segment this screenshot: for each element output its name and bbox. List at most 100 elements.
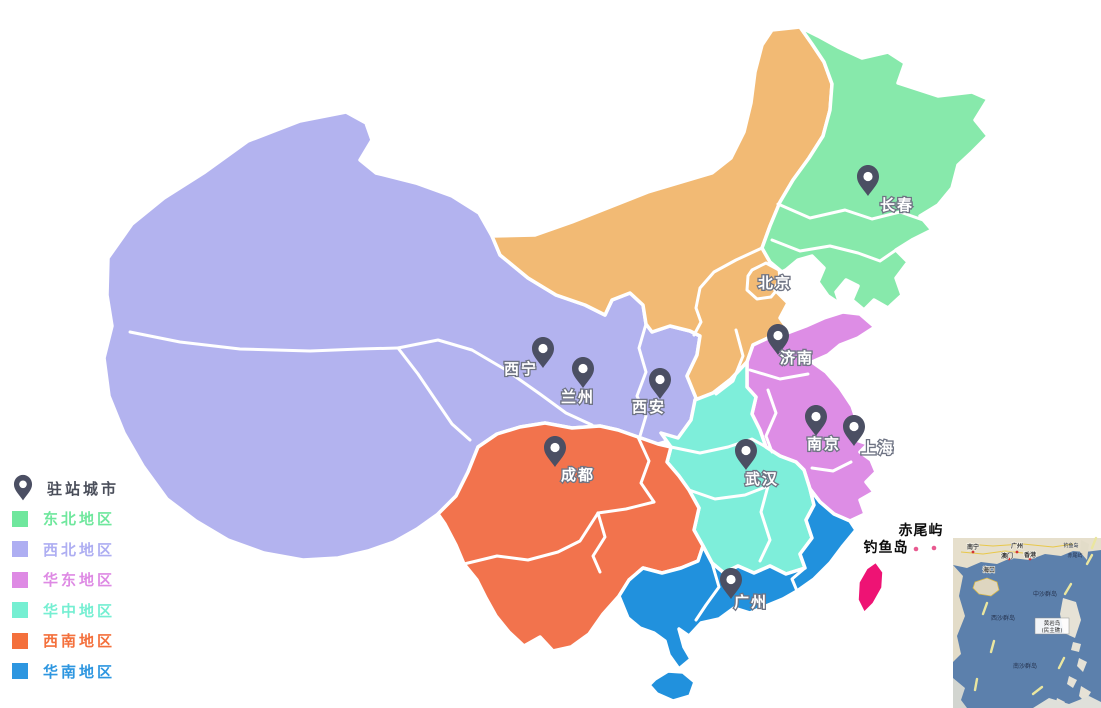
region-hainan-island-shape	[647, 669, 697, 703]
legend-swatch	[12, 510, 28, 527]
legend: 驻站城市 东北地区西北地区华东地区华中地区西南地区华南地区	[12, 474, 202, 693]
legend-item-东北地区: 东北地区	[12, 510, 202, 528]
legend-item-西北地区: 西北地区	[12, 540, 202, 559]
border-line	[596, 500, 656, 515]
island-dots-layer	[913, 545, 937, 552]
city-pins-layer	[532, 165, 879, 599]
border-line	[748, 368, 810, 381]
border-line-beijing	[745, 261, 783, 301]
inset-west-coastline	[953, 565, 965, 662]
city-pin-兰州	[572, 357, 594, 388]
inset-taiwan-island	[1080, 540, 1089, 560]
border-line	[790, 566, 807, 593]
island-label-钓鱼岛: 钓鱼岛	[864, 539, 909, 556]
city-pin-武汉	[735, 439, 757, 470]
inset-label-赤尾屿: 赤尾屿	[1067, 552, 1082, 559]
legend-label: 华南地区	[43, 662, 116, 681]
inset-label-(民主礁): (民主礁)	[1042, 626, 1063, 634]
region-taiwan-island-shape	[855, 559, 886, 616]
legend-label: 华中地区	[43, 601, 116, 620]
city-label-成都: 成都	[561, 466, 595, 484]
inset-label-钓鱼岛: 钓鱼岛	[1063, 542, 1078, 549]
island-dot	[931, 545, 937, 551]
inset-huangyan-label-box	[1034, 617, 1070, 635]
legend-swatch	[12, 663, 28, 679]
border-line	[687, 484, 770, 501]
city-pin-南京	[805, 405, 827, 436]
city-label-长春: 长春	[880, 196, 914, 214]
city-label-武汉: 武汉	[745, 470, 779, 488]
border-line	[636, 435, 656, 504]
legend-swatch	[12, 602, 28, 618]
border-line	[810, 460, 853, 473]
city-pin-成都	[544, 436, 566, 467]
inset-label-南宁: 南宁	[967, 543, 979, 551]
border-line	[396, 346, 472, 442]
border-line	[770, 238, 898, 263]
inset-label-澳门: 澳门	[1001, 552, 1013, 560]
city-label-西宁: 西宁	[504, 360, 538, 378]
legend-label: 西南地区	[43, 632, 116, 650]
border-line	[764, 388, 778, 454]
city-label-南京: 南京	[807, 435, 841, 453]
legend-item-华中地区: 华中地区	[12, 601, 202, 620]
legend-label: 东北地区	[43, 510, 116, 528]
inset-label-香港: 香港	[1023, 551, 1037, 559]
city-label-北京: 北京	[758, 274, 792, 292]
border-line	[669, 437, 768, 455]
island-label-赤尾屿: 赤尾屿	[899, 522, 944, 539]
legend-swatch	[12, 632, 28, 649]
border-line	[635, 322, 648, 438]
inset-roads	[960, 543, 1074, 555]
city-pin-西宁	[532, 337, 554, 368]
border-line	[776, 202, 940, 223]
border-line	[714, 328, 745, 396]
city-pin-西安	[649, 368, 671, 399]
inset-hainan-island	[972, 577, 1000, 597]
legend-label: 华东地区	[43, 571, 116, 589]
city-label-上海: 上海	[861, 439, 895, 457]
border-line	[591, 511, 607, 574]
island-dot	[913, 546, 919, 552]
inset-nine-dash-line	[973, 536, 1098, 696]
inset-south-land	[1033, 696, 1101, 708]
city-label-西安: 西安	[632, 398, 666, 416]
city-label-济南: 济南	[780, 349, 814, 367]
legend-items: 东北地区西北地区华东地区华中地区西南地区华南地区	[12, 510, 202, 681]
region-southwest-shape	[436, 421, 705, 653]
inset-label-中沙群岛: 中沙群岛	[1033, 590, 1057, 598]
city-pin-济南	[767, 324, 789, 355]
legend-label: 西北地区	[43, 540, 116, 559]
border-line	[692, 246, 764, 337]
city-label-广州: 广州	[734, 593, 768, 611]
regions-layer	[102, 25, 990, 703]
border-line	[462, 511, 600, 566]
inset-label-黄岩岛: 黄岩岛	[1044, 619, 1061, 627]
inset-label-西沙群岛: 西沙群岛	[991, 614, 1015, 622]
inset-city-dots	[971, 550, 1032, 570]
inset-label-南沙群岛: 南沙群岛	[1013, 662, 1037, 670]
legend-item-华东地区: 华东地区	[12, 571, 202, 589]
legend-item-华南地区: 华南地区	[12, 662, 202, 681]
border-line	[694, 561, 721, 622]
border-line	[758, 484, 772, 563]
legend-station-label: 驻站城市	[47, 479, 120, 498]
province-borders-layer	[128, 202, 940, 622]
city-pin-上海	[843, 415, 865, 446]
city-pin-长春	[857, 165, 879, 196]
legend-station-row: 驻站城市	[12, 474, 202, 502]
legend-item-西南地区: 西南地区	[12, 632, 202, 650]
city-pin-广州	[720, 568, 742, 599]
legend-swatch	[12, 541, 28, 557]
border-line	[128, 330, 400, 353]
map-pin-icon	[13, 474, 33, 501]
inset-label-广州: 广州	[1011, 542, 1023, 550]
city-label-兰州: 兰州	[561, 388, 595, 406]
border-line	[396, 338, 594, 427]
